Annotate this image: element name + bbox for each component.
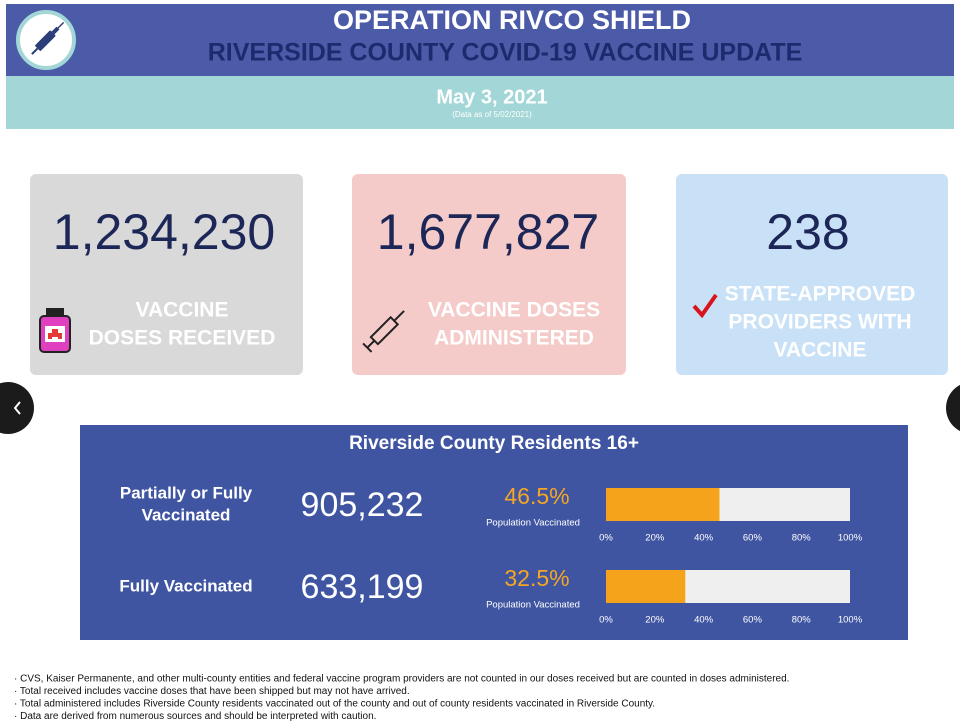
card-label: VACCINE DOSES [428,299,600,322]
row-caption: Population Vaccinated [486,518,580,529]
tick-label: 80% [792,533,812,544]
header-band [6,4,954,76]
tick-label: 100% [838,615,863,626]
panel-title: Riverside County Residents 16+ [349,433,639,454]
card-label: ADMINISTERED [434,327,594,350]
card-label: PROVIDERS WITH [728,311,911,334]
card [676,174,948,375]
title: OPERATION RIVCO SHIELD [333,5,691,35]
tick-label: 60% [743,533,763,544]
tick-label: 80% [792,615,812,626]
card-label: VACCINE [136,299,229,322]
subtitle: RIVERSIDE COUNTY COVID-19 VACCINE UPDATE [208,39,803,67]
card-label: VACCINE [774,339,867,362]
bar [606,570,686,603]
card-label: DOSES RECEIVED [89,327,276,350]
row-label: Vaccinated [142,505,231,524]
rows: Partially or Fully Vaccinated 905,232 46.5%… [119,483,862,625]
card-value: 1,677,827 [377,204,599,260]
tick-label: 20% [645,533,665,544]
next-button[interactable] [946,382,960,434]
prev-button[interactable] [0,382,34,434]
prev-arrow [13,401,21,415]
row-percent: 32.5% [504,565,569,591]
tick-label: 20% [645,615,665,626]
check-icon [692,293,718,319]
tick-label: 100% [838,533,863,544]
bottle-icon [39,308,71,353]
row-label: Partially or Fully [120,483,253,502]
row-count: 633,199 [301,568,424,606]
footnote: · Total received includes vaccine doses … [14,686,410,697]
row-percent: 46.5% [504,483,569,509]
footnotes: · CVS, Kaiser Permanente, and other mult… [14,674,789,723]
header-icon [16,10,76,70]
date-band [6,76,954,129]
residents-panel [80,425,908,640]
card-value: 238 [766,204,849,260]
tick-label: 0% [599,533,613,544]
tick-label: 0% [599,615,613,626]
card [30,174,303,375]
footnote: · Total administered includes Riverside … [14,699,655,710]
card [352,174,626,375]
row-count: 905,232 [301,486,424,524]
footnote: · CVS, Kaiser Permanente, and other mult… [14,674,789,685]
card-value: 1,234,230 [53,204,275,260]
data-note: (Data as of 5/02/2021) [452,110,532,119]
row-label: Fully Vaccinated [119,576,252,595]
bar [606,488,720,521]
date: May 3, 2021 [436,86,547,108]
footnote: · Data are derived from numerous sources… [14,711,376,722]
card-label: STATE-APPROVED [725,283,916,306]
tick-label: 60% [743,615,763,626]
syringe-icon [362,310,405,353]
tick-label: 40% [694,615,714,626]
row-caption: Population Vaccinated [486,600,580,611]
tick-label: 40% [694,533,714,544]
